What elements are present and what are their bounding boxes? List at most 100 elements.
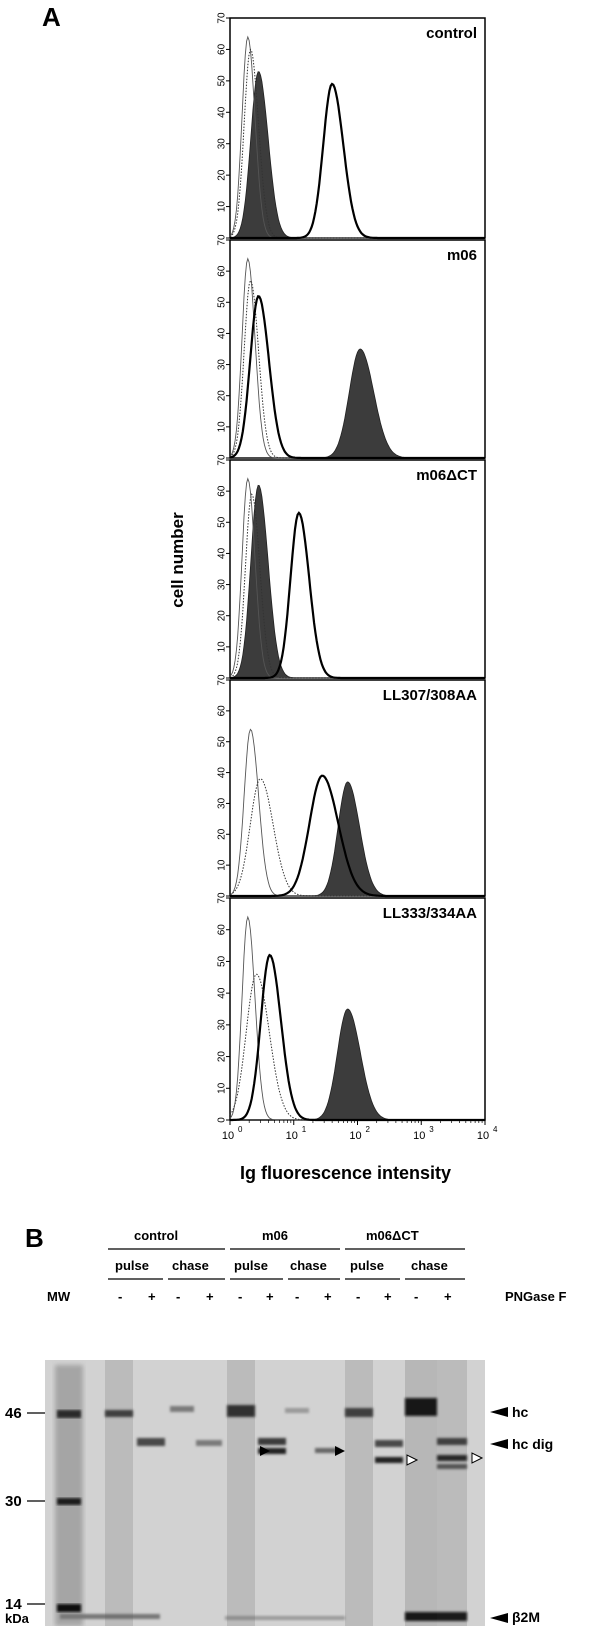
- lane-sign: -: [118, 1289, 123, 1304]
- x-tick-label: 10: [286, 1130, 298, 1142]
- y-tick-label: 30: [217, 138, 228, 150]
- condition-label: pulse: [350, 1258, 384, 1273]
- histogram-series-bold: [230, 774, 485, 898]
- y-tick-label: 10: [217, 201, 228, 213]
- x-tick-exponent: 3: [429, 1125, 434, 1134]
- panel-b-label: B: [25, 1223, 44, 1253]
- x-tick-exponent: 4: [493, 1125, 498, 1134]
- band-label-hc-dig: hc dig: [512, 1436, 554, 1452]
- y-tick-label: 70: [217, 454, 228, 466]
- lane-sign: +: [444, 1289, 452, 1304]
- condition-label: chase: [172, 1258, 209, 1273]
- group-label-control: control: [134, 1228, 179, 1243]
- condition-label: pulse: [115, 1258, 149, 1273]
- y-tick-label: 60: [217, 265, 228, 277]
- y-tick-label: 50: [217, 955, 228, 967]
- y-tick-label: 60: [217, 705, 228, 717]
- x-tick-label: 10: [413, 1130, 425, 1142]
- y-tick-label: 0: [217, 1117, 228, 1123]
- y-tick-label: 20: [217, 390, 228, 402]
- histogram-series-dotted: [229, 48, 485, 239]
- y-tick-label: 30: [217, 797, 228, 809]
- y-tick-label: 40: [217, 767, 228, 779]
- y-tick-label: 10: [217, 421, 228, 433]
- y-tick-label: 70: [217, 12, 228, 24]
- x-tick-label: 10: [477, 1130, 489, 1142]
- y-tick-label: 60: [217, 924, 228, 936]
- y-tick-label: 40: [217, 987, 228, 999]
- group-label-m06: m06: [262, 1228, 289, 1243]
- marker-14: 14: [5, 1596, 22, 1613]
- condition-label: pulse: [234, 1258, 268, 1273]
- histogram-series-filled: [230, 1008, 485, 1121]
- y-tick-label: 60: [217, 485, 228, 497]
- histogram-title: control: [426, 25, 477, 42]
- x-tick-exponent: 0: [238, 1125, 243, 1134]
- y-tick-label: 30: [217, 1019, 228, 1031]
- histogram-series-filled: [230, 348, 485, 459]
- histogram-series-bold: [229, 294, 485, 460]
- lane-sign: +: [148, 1289, 156, 1304]
- y-tick-label: 20: [217, 610, 228, 622]
- band-arrow-hcdig-icon: [490, 1439, 508, 1449]
- y-tick-label: 10: [217, 1082, 228, 1094]
- lane-sign: +: [266, 1289, 274, 1304]
- y-tick-label: 10: [217, 641, 228, 653]
- marker-46: 46: [5, 1405, 22, 1422]
- unit-kda: kDa: [5, 1611, 29, 1626]
- mw-label: MW: [47, 1289, 71, 1304]
- y-tick-label: 50: [217, 296, 228, 308]
- y-tick-label: 70: [217, 674, 228, 686]
- lane-sign: -: [295, 1289, 300, 1304]
- histogram-series-filled: [229, 484, 485, 679]
- y-tick-label: 50: [217, 736, 228, 748]
- condition-label: chase: [411, 1258, 448, 1273]
- lane-sign: -: [356, 1289, 361, 1304]
- y-tick-label: 40: [217, 547, 228, 559]
- histogram-title: LL333/334AA: [383, 905, 477, 922]
- histogram-series-dotted: [229, 778, 485, 897]
- x-tick-label: 10: [349, 1130, 361, 1142]
- histogram-series-bold: [230, 82, 485, 240]
- marker-ticks: [27, 1412, 45, 1605]
- y-tick-label: 70: [217, 892, 228, 904]
- histogram-series-bold: [230, 511, 485, 680]
- band-arrow-hc-icon: [490, 1407, 508, 1417]
- histogram-title: m06: [447, 247, 477, 264]
- gel-image: [45, 1360, 485, 1626]
- lane-sign: +: [384, 1289, 392, 1304]
- condition-label: chase: [290, 1258, 327, 1273]
- x-tick-exponent: 1: [302, 1125, 307, 1134]
- x-axis-label: Ig fluorescence intensity: [240, 1163, 452, 1183]
- band-label-b2m: β2M: [512, 1609, 540, 1625]
- band-label-hc: hc: [512, 1404, 529, 1420]
- histogram-title: LL307/308AA: [383, 687, 477, 704]
- lane-sign: -: [414, 1289, 419, 1304]
- x-tick-exponent: 2: [366, 1125, 371, 1134]
- x-tick-label: 10: [222, 1130, 234, 1142]
- gel-header-lines: [108, 1248, 465, 1280]
- y-tick-label: 40: [217, 106, 228, 118]
- y-axis-label: cell number: [168, 512, 187, 608]
- y-tick-label: 50: [217, 75, 228, 87]
- treatment-label: PNGase F: [505, 1289, 567, 1304]
- y-tick-label: 20: [217, 1051, 228, 1063]
- y-tick-label: 10: [217, 859, 228, 871]
- histogram-series-filled: [229, 71, 485, 239]
- band-arrow-b2m-icon: [490, 1613, 508, 1623]
- lane-sign: -: [238, 1289, 243, 1304]
- histogram-title: m06ΔCT: [416, 467, 477, 484]
- lane-sign: +: [324, 1289, 332, 1304]
- y-tick-label: 40: [217, 327, 228, 339]
- y-tick-label: 30: [217, 359, 228, 371]
- y-tick-label: 60: [217, 43, 228, 55]
- y-tick-label: 50: [217, 516, 228, 528]
- lane-sign: -: [176, 1289, 181, 1304]
- group-label-m06dct: m06ΔCT: [366, 1228, 419, 1243]
- marker-30: 30: [5, 1493, 22, 1510]
- panel-a-label: A: [42, 2, 61, 32]
- lane-sign: +: [206, 1289, 214, 1304]
- y-tick-label: 70: [217, 234, 228, 246]
- y-tick-label: 30: [217, 579, 228, 591]
- y-tick-label: 20: [217, 828, 228, 840]
